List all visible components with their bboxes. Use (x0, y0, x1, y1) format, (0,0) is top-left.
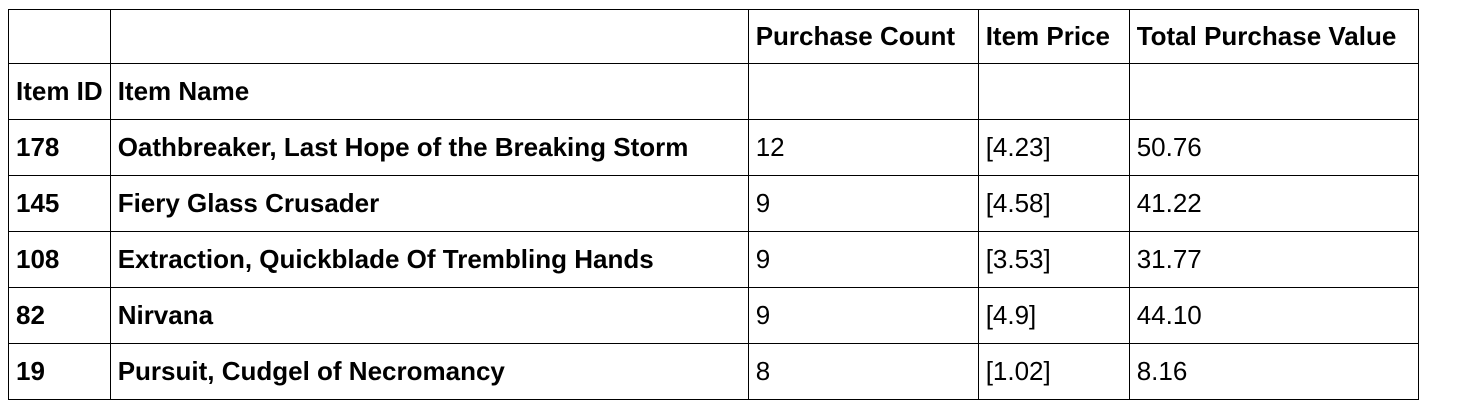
blank-header-cell (1128, 63, 1419, 120)
total-purchase-value-cell: 44.10 (1128, 287, 1419, 344)
table-row: 178 Oathbreaker, Last Hope of the Breaki… (8, 119, 1419, 176)
item-id-cell: 19 (8, 343, 111, 400)
item-price-cell: [3.53] (977, 231, 1130, 288)
item-price-cell: [4.58] (977, 175, 1130, 232)
column-header-total-purchase-value: Total Purchase Value (1128, 9, 1419, 64)
item-price-cell: [1.02] (977, 343, 1130, 400)
item-id-cell: 108 (8, 231, 111, 288)
blank-header-cell (977, 63, 1130, 120)
column-header-purchase-count: Purchase Count (747, 9, 979, 64)
table-row: 82 Nirvana 9 [4.9] 44.10 (8, 287, 1419, 344)
purchase-count-cell: 12 (747, 119, 979, 176)
item-name-cell: Pursuit, Cudgel of Necromancy (109, 343, 749, 400)
column-header-item-price: Item Price (977, 9, 1130, 64)
item-name-cell: Oathbreaker, Last Hope of the Breaking S… (109, 119, 749, 176)
total-purchase-value-cell: 50.76 (1128, 119, 1419, 176)
column-header-row: Purchase Count Item Price Total Purchase… (8, 9, 1419, 64)
index-header-item-id: Item ID (8, 63, 111, 120)
table-row: 19 Pursuit, Cudgel of Necromancy 8 [1.02… (8, 343, 1419, 400)
purchase-count-cell: 9 (747, 231, 979, 288)
total-purchase-value-cell: 31.77 (1128, 231, 1419, 288)
table-row: 108 Extraction, Quickblade Of Trembling … (8, 231, 1419, 288)
blank-header-cell (747, 63, 979, 120)
item-name-cell: Nirvana (109, 287, 749, 344)
total-purchase-value-cell: 41.22 (1128, 175, 1419, 232)
item-name-cell: Fiery Glass Crusader (109, 175, 749, 232)
item-price-cell: [4.9] (977, 287, 1130, 344)
purchase-count-cell: 8 (747, 343, 979, 400)
item-price-cell: [4.23] (977, 119, 1130, 176)
item-id-cell: 145 (8, 175, 111, 232)
item-id-cell: 82 (8, 287, 111, 344)
item-id-cell: 178 (8, 119, 111, 176)
purchase-count-cell: 9 (747, 175, 979, 232)
table-row: 145 Fiery Glass Crusader 9 [4.58] 41.22 (8, 175, 1419, 232)
item-name-cell: Extraction, Quickblade Of Trembling Hand… (109, 231, 749, 288)
index-header-row: Item ID Item Name (8, 63, 1419, 120)
blank-header-cell (8, 9, 111, 64)
index-header-item-name: Item Name (109, 63, 749, 120)
blank-header-cell (109, 9, 749, 64)
purchase-table: Purchase Count Item Price Total Purchase… (8, 9, 1419, 400)
purchase-count-cell: 9 (747, 287, 979, 344)
dataframe-container: Purchase Count Item Price Total Purchase… (8, 9, 1419, 400)
total-purchase-value-cell: 8.16 (1128, 343, 1419, 400)
